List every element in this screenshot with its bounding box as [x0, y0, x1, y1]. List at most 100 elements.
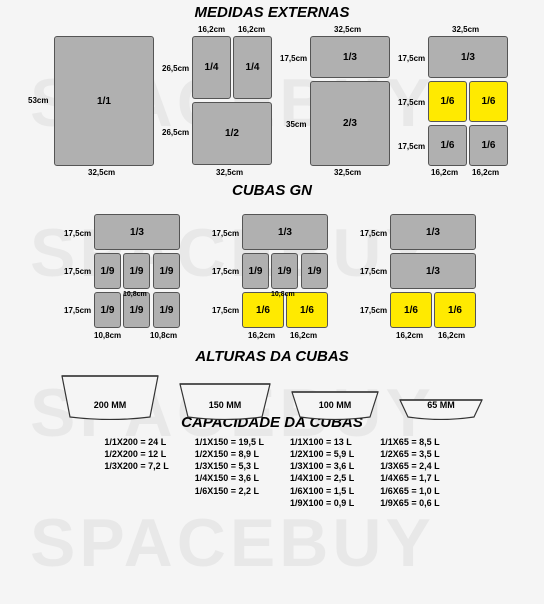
dimension-label: 26,5cm [162, 64, 189, 73]
capacity-column: 1/1X200 = 24 L1/2X200 = 12 L1/3X200 = 7,… [104, 436, 168, 509]
pan-group: 1/32/332,5cm17,5cm35cm32,5cm [310, 36, 390, 180]
dimension-label: 17,5cm [360, 306, 387, 315]
pan: 1/3 [242, 214, 328, 250]
pan: 1/9 [271, 253, 298, 289]
pan: 1/9 [153, 292, 180, 328]
section-cubas-gn: 1/31/91/91/91/91/91/917,5cm17,5cm10,8cm1… [0, 202, 544, 344]
capacity-line: 1/3X150 = 5,3 L [195, 460, 264, 472]
capacity-line: 1/4X100 = 2,5 L [290, 472, 354, 484]
dimension-label: 16,2cm [472, 168, 499, 177]
capacity-line: 1/1X100 = 13 L [290, 436, 354, 448]
capacity-line: 1/2X200 = 12 L [104, 448, 168, 460]
dimension-label: 17,5cm [64, 229, 91, 238]
pan-group: 1/31/91/91/91/61/617,5cm17,5cm10,8cm17,5… [242, 214, 328, 344]
pan: 1/4 [192, 36, 231, 99]
height-label: 100 MM [319, 400, 352, 410]
dimension-label: 32,5cm [88, 168, 115, 177]
capacity-line: 1/2X65 = 3,5 L [380, 448, 439, 460]
dimension-label: 16,2cm [396, 331, 423, 340]
capacity-line: 1/6X100 = 1,5 L [290, 485, 354, 497]
height-bowl: 65 MM [398, 398, 484, 410]
pan: 1/9 [301, 253, 328, 289]
pan: 1/2 [192, 102, 272, 165]
pan: 1/9 [153, 253, 180, 289]
dimension-label: 16,2cm [248, 331, 275, 340]
capacity-line: 1/1X200 = 24 L [104, 436, 168, 448]
dimension-label: 16,2cm [438, 331, 465, 340]
dimension-label: 17,5cm [360, 267, 387, 276]
capacity-line: 1/6X150 = 2,2 L [195, 485, 264, 497]
pan: 1/9 [242, 253, 269, 289]
dimension-label: 10,8cm [123, 291, 147, 298]
pan: 1/1 [54, 36, 154, 166]
dimension-label: 16,2cm [290, 331, 317, 340]
height-bowl: 200 MM [60, 374, 160, 410]
capacity-line: 1/1X65 = 8,5 L [380, 436, 439, 448]
pan: 1/6 [428, 125, 467, 166]
capacity-line: 1/9X100 = 0,9 L [290, 497, 354, 509]
pan: 1/9 [94, 292, 121, 328]
pan: 1/9 [123, 253, 150, 289]
dimension-label: 17,5cm [398, 54, 425, 63]
dimension-label: 32,5cm [452, 25, 479, 34]
height-label: 200 MM [94, 400, 127, 410]
pan-group: 1/31/31/61/617,5cm17,5cm17,5cm16,2cm16,2… [390, 214, 476, 344]
pan: 1/3 [428, 36, 508, 78]
pan: 1/4 [233, 36, 272, 99]
dimension-label: 17,5cm [360, 229, 387, 238]
capacity-line: 1/2X100 = 5,9 L [290, 448, 354, 460]
section-medidas-externas: 1/153cm32,5cm1/41/41/216,2cm16,2cm26,5cm… [0, 24, 544, 180]
dimension-label: 32,5cm [334, 25, 361, 34]
pan: 1/6 [469, 81, 508, 122]
pan: 1/9 [94, 253, 121, 289]
dimension-label: 16,2cm [431, 168, 458, 177]
capacity-line: 1/3X65 = 2,4 L [380, 460, 439, 472]
pan: 1/3 [390, 214, 476, 250]
capacity-column: 1/1X150 = 19,5 L1/2X150 = 8,9 L1/3X150 =… [195, 436, 264, 509]
capacity-column: 1/1X100 = 13 L1/2X100 = 5,9 L1/3X100 = 3… [290, 436, 354, 509]
pan: 1/6 [390, 292, 432, 328]
dimension-label: 17,5cm [64, 267, 91, 276]
dimension-label: 16,2cm [238, 25, 265, 34]
title-cubas-gn: CUBAS GN [0, 182, 544, 199]
capacity-line: 1/2X150 = 8,9 L [195, 448, 264, 460]
watermark: SPACEBUY [30, 504, 435, 582]
capacity-line: 1/9X65 = 0,6 L [380, 497, 439, 509]
pan: 1/3 [94, 214, 180, 250]
dimension-label: 17,5cm [280, 54, 307, 63]
capacity-line: 1/4X65 = 1,7 L [380, 472, 439, 484]
capacity-line: 1/4X150 = 3,6 L [195, 472, 264, 484]
dimension-label: 35cm [286, 120, 306, 129]
pan: 1/3 [310, 36, 390, 78]
dimension-label: 10,8cm [271, 291, 295, 298]
pan: 1/6 [428, 81, 467, 122]
dimension-label: 17,5cm [64, 306, 91, 315]
dimension-label: 17,5cm [398, 98, 425, 107]
pan: 1/6 [469, 125, 508, 166]
pan-group: 1/31/91/91/91/91/91/917,5cm17,5cm10,8cm1… [94, 214, 180, 344]
pan-group: 1/31/61/61/61/632,5cm17,5cm17,5cm17,5cm1… [428, 36, 508, 180]
pan-group: 1/153cm32,5cm [54, 36, 154, 180]
dimension-label: 17,5cm [398, 142, 425, 151]
height-label: 65 MM [427, 400, 455, 410]
dimension-label: 17,5cm [212, 267, 239, 276]
dimension-label: 16,2cm [198, 25, 225, 34]
dimension-label: 10,8cm [94, 331, 121, 340]
dimension-label: 26,5cm [162, 128, 189, 137]
pan: 1/6 [434, 292, 476, 328]
capacity-line: 1/6X65 = 1,0 L [380, 485, 439, 497]
dimension-label: 10,8cm [150, 331, 177, 340]
dimension-label: 32,5cm [216, 168, 243, 177]
dimension-label: 17,5cm [212, 229, 239, 238]
dimension-label: 17,5cm [212, 306, 239, 315]
section-capacidade: 1/1X200 = 24 L1/2X200 = 12 L1/3X200 = 7,… [0, 434, 544, 511]
height-label: 150 MM [209, 400, 242, 410]
capacity-line: 1/3X100 = 3,6 L [290, 460, 354, 472]
capacity-line: 1/1X150 = 19,5 L [195, 436, 264, 448]
title-medidas-externas: MEDIDAS EXTERNAS [0, 4, 544, 21]
pan-group: 1/41/41/216,2cm16,2cm26,5cm26,5cm32,5cm [192, 36, 272, 180]
height-bowl: 150 MM [178, 382, 272, 410]
dimension-label: 53cm [28, 96, 48, 105]
pan: 1/3 [390, 253, 476, 289]
title-alturas: ALTURAS DA CUBAS [0, 348, 544, 365]
